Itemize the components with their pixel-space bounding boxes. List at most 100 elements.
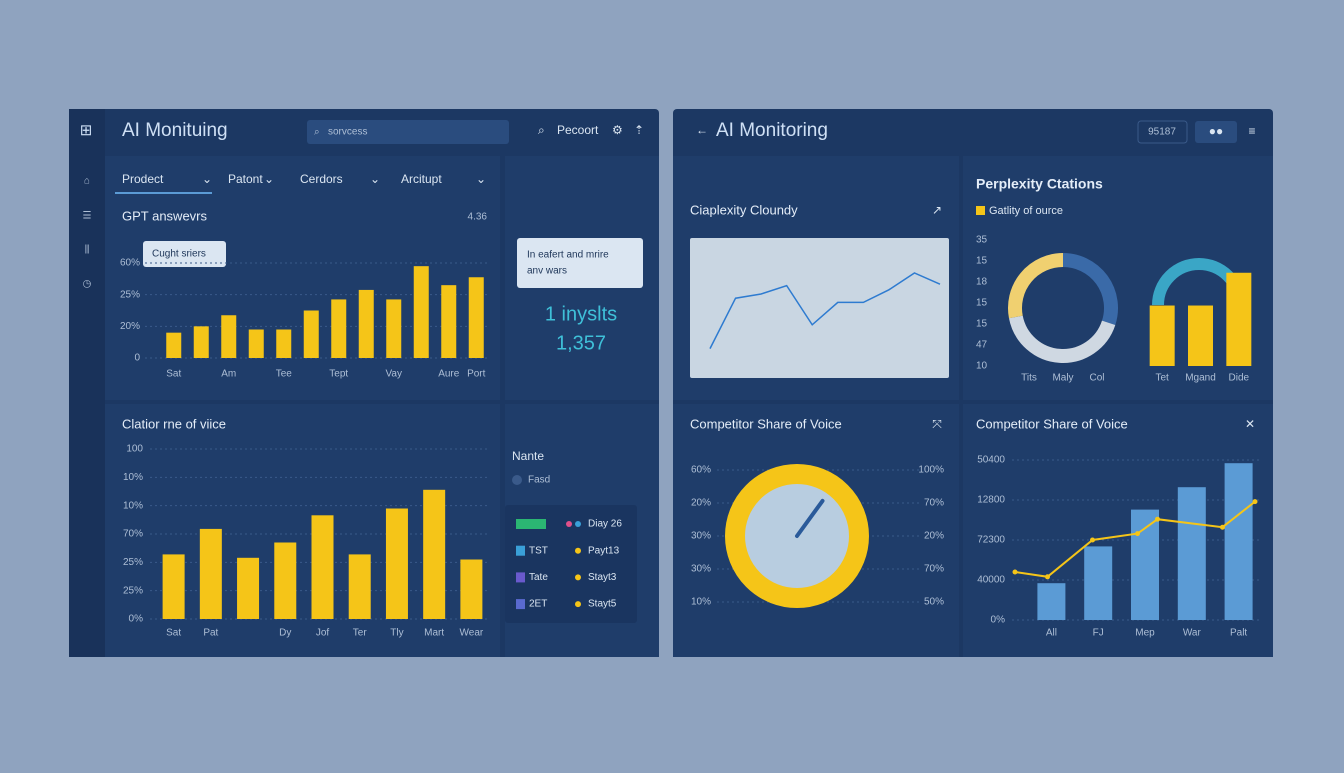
bar — [311, 515, 334, 619]
chart-title: GPT answevrs — [122, 208, 208, 223]
legend-label: Stayt3 — [588, 572, 617, 583]
x-tick-label: Jof — [316, 628, 330, 639]
legend-swatch — [516, 545, 525, 556]
y-tick-label: 10% — [123, 500, 143, 511]
legend-dot — [575, 601, 581, 608]
legend-subtitle: Fasd — [528, 475, 550, 486]
legend-label: 2ET — [529, 599, 547, 610]
tab[interactable]: Prodect — [122, 172, 164, 186]
badge-box — [1137, 120, 1188, 144]
menu-icon[interactable]: ≡ — [1248, 124, 1255, 138]
line-point — [1155, 516, 1160, 522]
expand-icon[interactable]: ⤧ — [932, 417, 942, 431]
x-tick-label: Palt — [1230, 628, 1247, 639]
card — [105, 156, 500, 400]
bar — [162, 554, 185, 619]
legend-label: Payt13 — [588, 545, 620, 556]
y-tick-label: 20% — [120, 321, 140, 332]
chart-title: Clatior rne of viice — [122, 416, 226, 431]
line-point — [1012, 569, 1018, 575]
line-point — [1252, 499, 1258, 505]
tab[interactable]: Patont — [228, 172, 263, 186]
bar — [221, 315, 237, 358]
close-icon[interactable]: ✕ — [1245, 417, 1255, 431]
legend-title: Nante — [512, 449, 544, 463]
line-point — [1220, 524, 1225, 530]
line-point — [1090, 537, 1095, 543]
gauge-label: 30% — [691, 564, 711, 575]
x-tick-label: Maly — [1052, 373, 1073, 384]
tooltip-text: Cught sriers — [152, 249, 206, 260]
x-tick-label: Tet — [1155, 373, 1169, 384]
icon[interactable]: ⇡ — [634, 123, 644, 137]
nav-icon[interactable]: ⫼ — [85, 245, 90, 256]
line-point — [1135, 531, 1140, 537]
line-point — [1045, 574, 1050, 580]
x-tick-label: Aure — [438, 369, 460, 380]
x-tick-label: Sat — [166, 628, 181, 639]
expand-icon[interactable]: ↗ — [932, 203, 942, 217]
legend-swatch — [976, 206, 985, 215]
y-tick-label: 60% — [120, 258, 140, 269]
tab[interactable]: Arcitupt — [401, 172, 442, 186]
x-tick-label: Tept — [329, 369, 348, 380]
chevron: ⌄ — [476, 172, 486, 186]
x-tick-label: Pat — [203, 628, 218, 639]
gauge-label: 70% — [924, 564, 944, 575]
line — [709, 272, 941, 349]
insight-label: 1 inyslts — [545, 303, 617, 325]
app-title: AI Monituing — [122, 120, 228, 141]
tab[interactable]: Cerdors — [300, 172, 343, 186]
bar — [276, 329, 292, 358]
x-tick-label: All — [1046, 628, 1057, 639]
gauge-label: 10% — [691, 597, 711, 608]
insight-text: anv wars — [527, 266, 567, 277]
back-icon[interactable]: ← — [696, 123, 708, 137]
donut-segment — [1062, 253, 1118, 325]
legend-swatch — [516, 519, 546, 529]
legend-dot — [512, 475, 522, 485]
y-tick-label: 25% — [123, 585, 143, 596]
x-tick-label: Am — [221, 369, 236, 380]
bar — [1149, 305, 1175, 366]
y-tick-label: 25% — [123, 557, 143, 568]
legend-dot — [575, 521, 581, 527]
chart-title: Perplexity Ctations — [976, 176, 1103, 192]
gauge-label: 20% — [691, 498, 711, 509]
x-tick-label: Tly — [390, 628, 403, 639]
x-tick-label: Mep — [1135, 628, 1155, 639]
x-tick-label: Mgand — [1185, 373, 1216, 384]
y-tick-label: 15 — [976, 319, 988, 330]
y-tick-label: 35 — [976, 235, 988, 246]
y-tick-label: 10 — [976, 361, 988, 372]
search-icon: ⌕ — [538, 123, 545, 137]
nav-icon[interactable]: ◷ — [83, 279, 92, 290]
insight-text: In eafert and mrire — [527, 250, 609, 261]
icon[interactable]: ●● — [1209, 124, 1224, 138]
bar — [386, 299, 402, 358]
legend-label: Tate — [529, 572, 548, 583]
x-tick-label: Dide — [1229, 373, 1250, 384]
x-tick-label: Sat — [166, 369, 181, 380]
action[interactable]: Pecoort — [557, 123, 599, 137]
chevron: ⌄ — [202, 172, 212, 186]
gauge-label: 50% — [924, 597, 944, 608]
y-tick-label: 72300 — [977, 535, 1005, 546]
icon[interactable]: ⚙ — [612, 123, 623, 137]
chevron: ⌄ — [264, 172, 274, 186]
nav-icon[interactable]: ⌂ — [84, 176, 90, 187]
chart-title: Competitor Share of Voice — [976, 416, 1128, 431]
y-tick-label: 40000 — [977, 575, 1005, 586]
legend-label: Stayt5 — [588, 599, 617, 610]
bar — [237, 557, 260, 619]
gauge-label: 100% — [918, 465, 944, 476]
search-placeholder: sorvcess — [328, 127, 367, 138]
search-box[interactable] — [307, 120, 509, 144]
nav-icon[interactable]: ☰ — [83, 211, 92, 222]
x-tick-label: Tits — [1021, 373, 1037, 384]
y-tick-label: 70% — [123, 529, 143, 540]
y-tick-label: 10% — [123, 472, 143, 483]
y-tick-label: 0% — [129, 614, 144, 625]
icon-box[interactable] — [1195, 121, 1237, 143]
